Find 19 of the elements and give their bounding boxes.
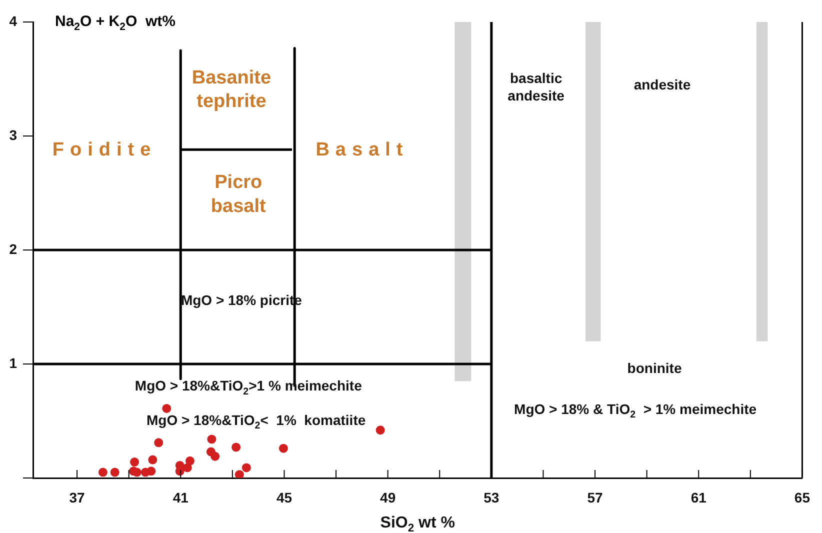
y-tick-label: 3 bbox=[9, 126, 18, 143]
annotation: basaltic andesite bbox=[508, 70, 565, 104]
x-tick-label: 49 bbox=[380, 489, 396, 506]
y-tick-label: 4 bbox=[9, 12, 18, 29]
annotation: Basanite tephrite bbox=[192, 67, 272, 112]
x-tick-label: 45 bbox=[276, 489, 292, 506]
y-tick-label: 2 bbox=[9, 240, 18, 257]
y-tick-label: 1 bbox=[9, 354, 18, 371]
annotation: Picro basalt bbox=[210, 172, 267, 217]
x-tick-label: 37 bbox=[69, 489, 86, 506]
x-tick-label: 53 bbox=[484, 489, 500, 506]
annotation: andesite bbox=[634, 76, 691, 93]
annotation: Foidite bbox=[52, 139, 157, 160]
x-tick-label: 57 bbox=[587, 489, 604, 506]
annotation: Basalt bbox=[316, 139, 409, 160]
x-tick-label: 65 bbox=[794, 489, 810, 506]
x-tick-label: 61 bbox=[690, 489, 707, 506]
x-tick-label: 41 bbox=[172, 489, 189, 506]
annotation: boninite bbox=[627, 360, 682, 376]
